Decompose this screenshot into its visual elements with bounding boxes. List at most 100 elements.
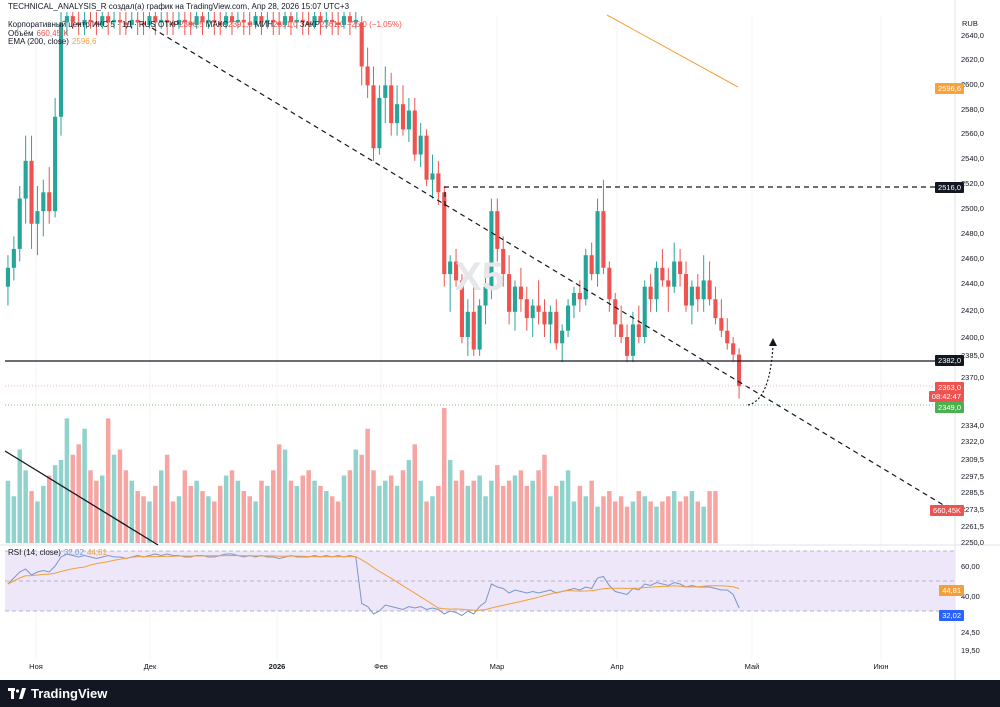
volume-bar <box>271 470 276 543</box>
volume-bar <box>176 496 182 543</box>
candle-body <box>88 19 93 23</box>
candle-body <box>654 267 659 300</box>
candle-body <box>212 19 217 23</box>
candle-body <box>542 311 547 325</box>
volume-label: Объём <box>8 29 34 38</box>
volume-bar <box>559 480 565 543</box>
candle-body <box>200 16 205 23</box>
candle-body <box>731 343 736 355</box>
ohlc-change: −25,0 (−1,05%) <box>346 20 402 29</box>
candle-body <box>471 311 476 350</box>
price-tick-label: 2540,0 <box>961 154 984 163</box>
price-tick-label: 2580,0 <box>961 105 984 114</box>
candle-body <box>41 192 46 212</box>
volume-bar <box>400 470 406 543</box>
candle-body <box>436 173 441 193</box>
volume-bar <box>29 491 34 543</box>
volume-bar <box>100 475 105 543</box>
volume-bar <box>5 480 11 543</box>
candle-body <box>371 85 376 149</box>
candle-body <box>29 160 34 224</box>
volume-bar <box>58 459 64 543</box>
volume-bar <box>300 475 305 543</box>
volume-bar <box>259 480 264 543</box>
candle-body <box>206 19 211 23</box>
candle-body <box>135 19 140 23</box>
candle-body <box>683 274 689 306</box>
volume-bar <box>188 485 193 543</box>
volume-bar <box>241 491 247 543</box>
candle-body <box>224 16 229 25</box>
volume-bar <box>123 470 129 543</box>
candle-body <box>70 16 75 23</box>
volume-bar <box>406 459 412 543</box>
candle-body <box>571 292 577 306</box>
candle-body <box>336 22 341 25</box>
volume-trend-line <box>4 450 159 546</box>
volume-bar <box>52 465 58 543</box>
candle-body <box>418 135 423 155</box>
candle-body <box>53 116 58 212</box>
volume-bar <box>636 491 642 543</box>
candle-body <box>389 85 394 124</box>
candle-body <box>365 66 370 86</box>
candle-body <box>112 19 117 23</box>
volume-bar <box>17 449 22 543</box>
candle-body <box>377 97 382 149</box>
rsi-tag: 32,02 <box>939 610 964 621</box>
candle-body <box>165 19 170 23</box>
volume-bar <box>94 480 99 543</box>
candle-body <box>530 305 535 319</box>
candle-body <box>448 261 453 275</box>
candle-body <box>94 22 99 25</box>
candle-body <box>159 19 164 23</box>
candle-body <box>430 173 435 180</box>
volume-bar <box>453 480 459 543</box>
volume-bar <box>76 444 81 543</box>
volume-bar <box>607 491 612 543</box>
volume-bar <box>141 496 146 543</box>
footer-bar: TradingView <box>0 680 1000 707</box>
volume-bar <box>206 496 211 543</box>
candle-body <box>518 286 523 300</box>
candle-body <box>300 19 305 23</box>
candle-body <box>630 324 635 356</box>
volume-bar <box>666 496 671 543</box>
watermark: X5 <box>455 255 504 299</box>
volume-bar <box>212 501 217 543</box>
candle-body <box>483 286 488 306</box>
candle-body <box>153 16 158 23</box>
price-tick-label: 2460,0 <box>961 254 984 263</box>
volume-bar <box>495 465 500 543</box>
volume-bar <box>159 470 164 543</box>
candle-body <box>176 19 181 25</box>
candle-body <box>489 211 494 287</box>
price-tick-label: 2640,0 <box>961 31 984 40</box>
price-tick-label: 2334,0 <box>961 421 984 430</box>
candle-body <box>636 324 641 337</box>
ohlc-low: 2351,0 <box>273 20 298 29</box>
candle-body <box>58 22 64 117</box>
candle-body <box>736 354 742 387</box>
volume-bar <box>677 501 683 543</box>
volume-bar <box>518 470 524 543</box>
ohlc-high: 2391,0 <box>228 20 253 29</box>
time-tick-label: Май <box>745 662 760 671</box>
forecast-arrowhead <box>769 338 777 346</box>
low-price-tag: 2349,0 <box>935 402 964 413</box>
candle-body <box>5 267 11 287</box>
volume-bar <box>312 480 317 543</box>
time-tick-label: Июн <box>873 662 888 671</box>
price-tick-label: 2500,0 <box>961 204 984 213</box>
volume-bars <box>5 408 718 543</box>
candle-body <box>188 22 193 25</box>
resistance-level-line <box>444 186 955 206</box>
candle-body <box>713 299 718 319</box>
tradingview-logo[interactable]: TradingView <box>8 686 107 701</box>
candle-body <box>548 311 553 325</box>
candle-body <box>141 22 146 25</box>
volume-bar <box>306 470 311 543</box>
rsi-tick-label: 24,50 <box>961 628 980 637</box>
candle-body <box>695 286 700 300</box>
